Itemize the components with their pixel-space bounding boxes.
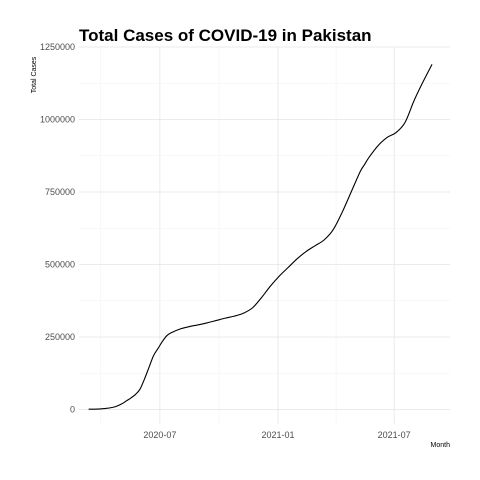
y-tick-label: 500000 [45, 260, 75, 270]
x-tick-labels: 2020-07 2021-01 2021-07 [143, 430, 410, 440]
y-tick-label: 1250000 [40, 42, 75, 52]
grid-minor [79, 47, 450, 424]
series-line [88, 64, 433, 410]
x-axis-title: Month [431, 442, 451, 449]
y-tick-label: 0 [70, 405, 75, 415]
x-tick-label: 2021-07 [378, 430, 411, 440]
chart-title: Total Cases of COVID-19 in Pakistan [79, 26, 372, 45]
y-tick-labels: 0 250000 500000 750000 1000000 1250000 [40, 42, 75, 415]
y-tick-label: 250000 [45, 332, 75, 342]
y-tick-label: 1000000 [40, 115, 75, 125]
y-axis-title: Total Cases [31, 56, 38, 93]
x-tick-label: 2021-01 [261, 430, 294, 440]
grid-major [79, 46, 450, 424]
data-points [89, 64, 432, 409]
x-tick-label: 2020-07 [143, 430, 176, 440]
y-tick-label: 750000 [45, 187, 75, 197]
